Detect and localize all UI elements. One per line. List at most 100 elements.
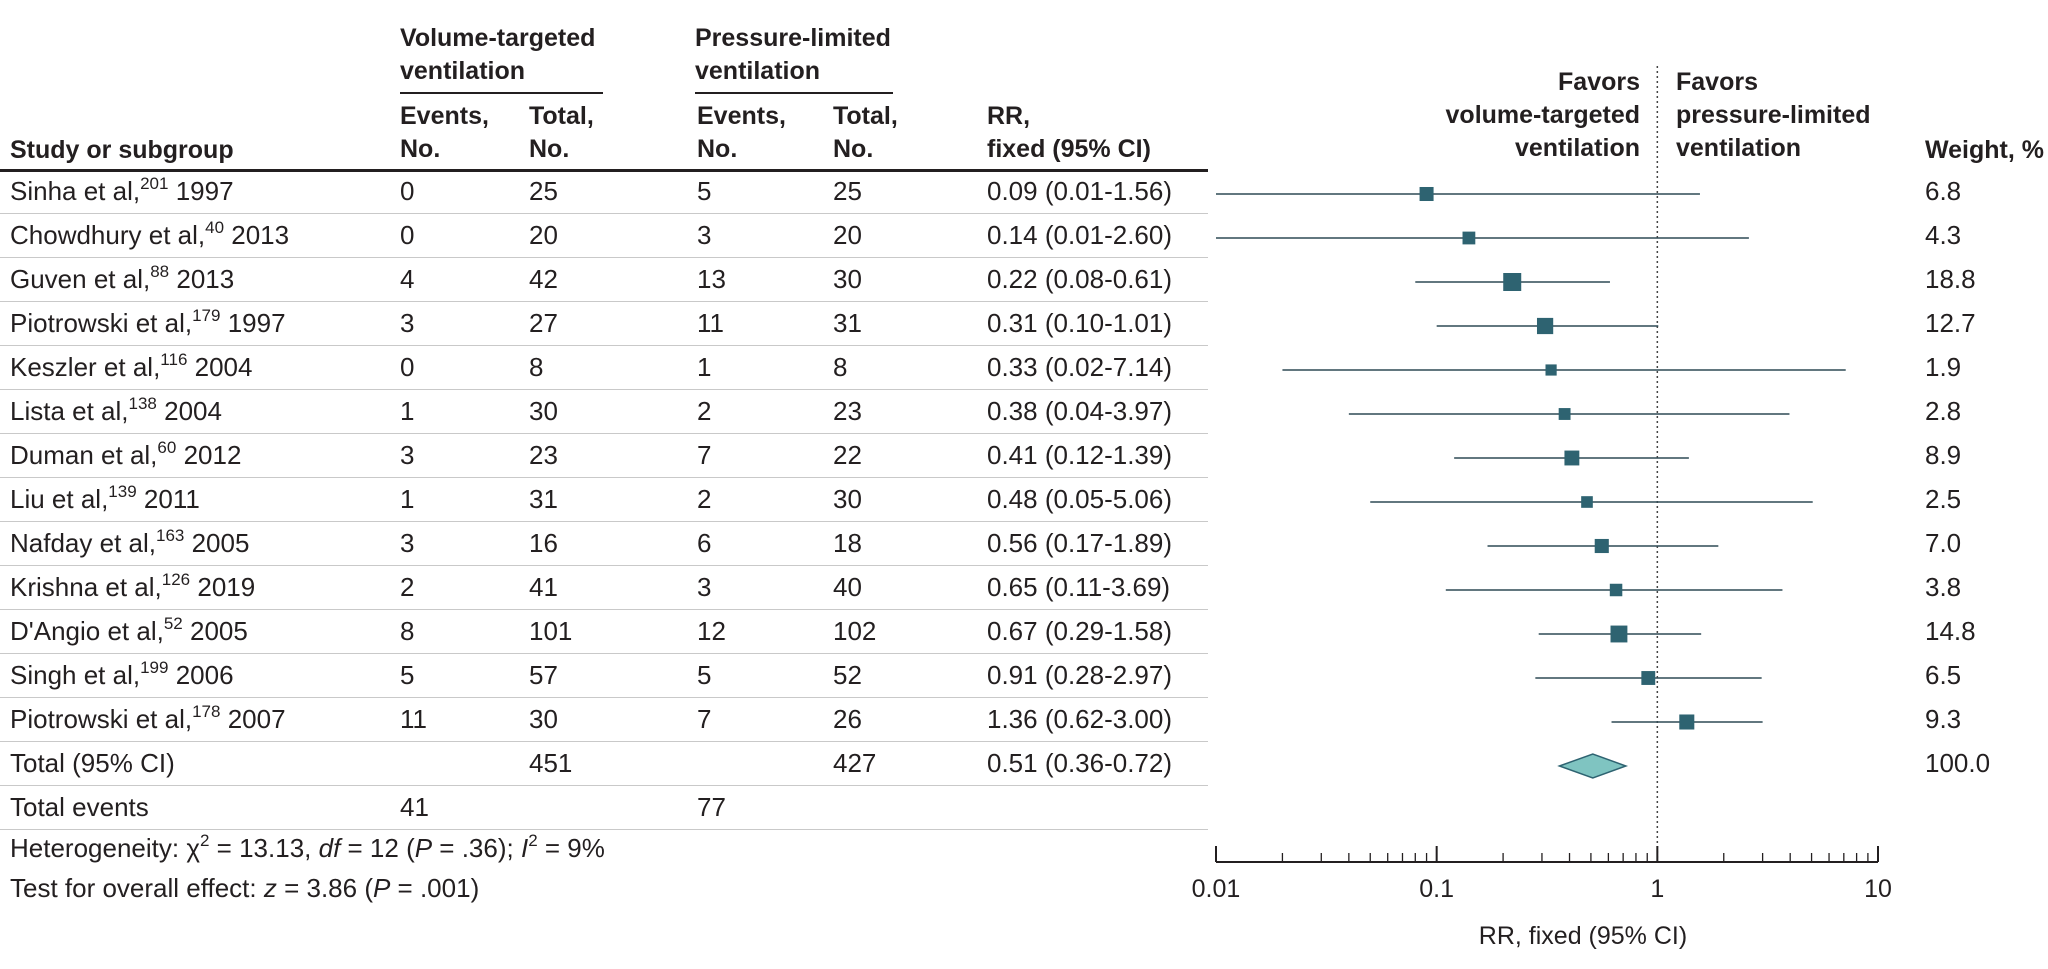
effect-square xyxy=(1609,583,1623,597)
cell-e2: 1 xyxy=(697,352,712,382)
total-n2: 427 xyxy=(833,748,877,778)
group2-header-line2: ventilation xyxy=(695,57,821,85)
cell-rr: 0.41 (0.12-1.39) xyxy=(987,440,1173,470)
cell-e1: 8 xyxy=(400,616,415,646)
study-name: Sinha et al,201 1997 xyxy=(10,174,234,206)
cell-rr: 0.56 (0.17-1.89) xyxy=(987,528,1173,558)
row-divider xyxy=(0,697,1208,698)
row-divider xyxy=(0,389,1208,390)
effect-square xyxy=(1462,231,1476,245)
cell-e1: 3 xyxy=(400,528,415,558)
cell-rr: 0.33 (0.02-7.14) xyxy=(987,352,1173,382)
cell-e1: 3 xyxy=(400,440,415,470)
overall-effect-text: Test for overall effect: z = 3.86 (P = .… xyxy=(10,873,480,903)
cell-e2: 11 xyxy=(697,308,724,338)
row-divider xyxy=(0,653,1208,654)
group2-header-line1: Pressure-limited xyxy=(695,24,891,52)
rr-column-header: RR, fixed (95% CI) xyxy=(987,102,1151,163)
effect-square xyxy=(1610,625,1628,643)
cell-e2: 6 xyxy=(697,528,712,558)
cell-n1: 30 xyxy=(529,704,558,734)
study-name: Chowdhury et al,40 2013 xyxy=(10,218,290,250)
study-name: Guven et al,88 2013 xyxy=(10,262,235,294)
cell-weight: 3.8 xyxy=(1925,572,1962,602)
effect-square xyxy=(1558,408,1571,420)
cell-n2: 8 xyxy=(833,352,848,382)
cell-e2: 12 xyxy=(697,616,726,646)
cell-weight: 12.7 xyxy=(1925,308,1976,338)
cell-weight: 2.5 xyxy=(1925,484,1962,514)
group2-header: Pressure-limited ventilation xyxy=(695,22,891,88)
favors-right-label: Favors pressure-limited ventilation xyxy=(1676,68,1871,162)
effect-square xyxy=(1679,714,1695,730)
cell-rr: 0.31 (0.10-1.01) xyxy=(987,308,1173,338)
cell-n1: 30 xyxy=(529,396,558,426)
row-divider xyxy=(0,521,1208,522)
study-name: Nafday et al,163 2005 xyxy=(10,526,250,558)
pooled-diamond xyxy=(1557,753,1629,779)
cell-n2: 30 xyxy=(833,484,862,514)
row-divider xyxy=(0,213,1208,214)
cell-n2: 52 xyxy=(833,660,862,690)
cell-e2: 5 xyxy=(697,176,712,206)
cell-e2: 2 xyxy=(697,484,712,514)
header-rule xyxy=(0,169,1208,172)
cell-n1: 8 xyxy=(529,352,544,382)
effect-square xyxy=(1641,671,1656,685)
cell-e2: 3 xyxy=(697,572,712,602)
cell-weight: 4.3 xyxy=(1925,220,1962,250)
x-axis-label: RR, fixed (95% CI) xyxy=(1479,922,1687,950)
events-e1: 41 xyxy=(400,792,429,822)
cell-weight: 7.0 xyxy=(1925,528,1962,558)
events2-header: Events, No. xyxy=(697,102,786,163)
cell-n2: 23 xyxy=(833,396,862,426)
study-name: Duman et al,60 2012 xyxy=(10,438,242,470)
favors-left-label: Favors volume-targeted ventilation xyxy=(1445,68,1640,162)
study-name: D'Angio et al,52 2005 xyxy=(10,614,248,646)
cell-n2: 40 xyxy=(833,572,862,602)
study-name: Lista et al,138 2004 xyxy=(10,394,222,426)
events-e2: 77 xyxy=(697,792,726,822)
effect-square xyxy=(1536,317,1554,335)
effect-square xyxy=(1581,496,1593,508)
row-divider xyxy=(0,565,1208,566)
study-name: Keszler et al,116 2004 xyxy=(10,350,253,382)
cell-weight: 6.8 xyxy=(1925,176,1962,206)
cell-e2: 5 xyxy=(697,660,712,690)
tick-label: 0.1 xyxy=(1419,875,1454,903)
heterogeneity-text: Heterogeneity: χ2 = 13.13, df = 12 (P = … xyxy=(10,831,605,863)
cell-n1: 27 xyxy=(529,308,558,338)
row-divider xyxy=(0,829,1208,830)
study-name: Singh et al,199 2006 xyxy=(10,658,234,690)
row-divider xyxy=(0,257,1208,258)
cell-e2: 7 xyxy=(697,440,712,470)
cell-weight: 8.9 xyxy=(1925,440,1962,470)
total-rr: 0.51 (0.36-0.72) xyxy=(987,748,1173,778)
cell-n1: 41 xyxy=(529,572,558,602)
cell-e1: 5 xyxy=(400,660,415,690)
effect-square xyxy=(1594,538,1609,554)
cell-weight: 1.9 xyxy=(1925,352,1962,382)
tick-label: 0.01 xyxy=(1192,875,1241,903)
cell-e1: 3 xyxy=(400,308,415,338)
cell-e1: 4 xyxy=(400,264,415,294)
group1-divider xyxy=(400,92,603,94)
cell-n1: 101 xyxy=(529,616,573,646)
cell-e1: 2 xyxy=(400,572,415,602)
total-label: Total (95% CI) xyxy=(10,748,175,778)
cell-n2: 22 xyxy=(833,440,862,470)
row-divider xyxy=(0,741,1208,742)
cell-rr: 0.22 (0.08-0.61) xyxy=(987,264,1173,294)
total2-header: Total, No. xyxy=(833,102,898,163)
cell-n2: 25 xyxy=(833,176,862,206)
effect-square xyxy=(1503,273,1522,291)
study-name: Liu et al,139 2011 xyxy=(10,482,200,514)
study-name: Piotrowski et al,179 1997 xyxy=(10,306,286,338)
cell-rr: 0.65 (0.11-3.69) xyxy=(987,572,1171,602)
cell-rr: 0.91 (0.28-2.97) xyxy=(987,660,1173,690)
cell-n1: 25 xyxy=(529,176,558,206)
cell-n1: 16 xyxy=(529,528,558,558)
cell-n1: 31 xyxy=(529,484,558,514)
total-n1: 451 xyxy=(529,748,573,778)
